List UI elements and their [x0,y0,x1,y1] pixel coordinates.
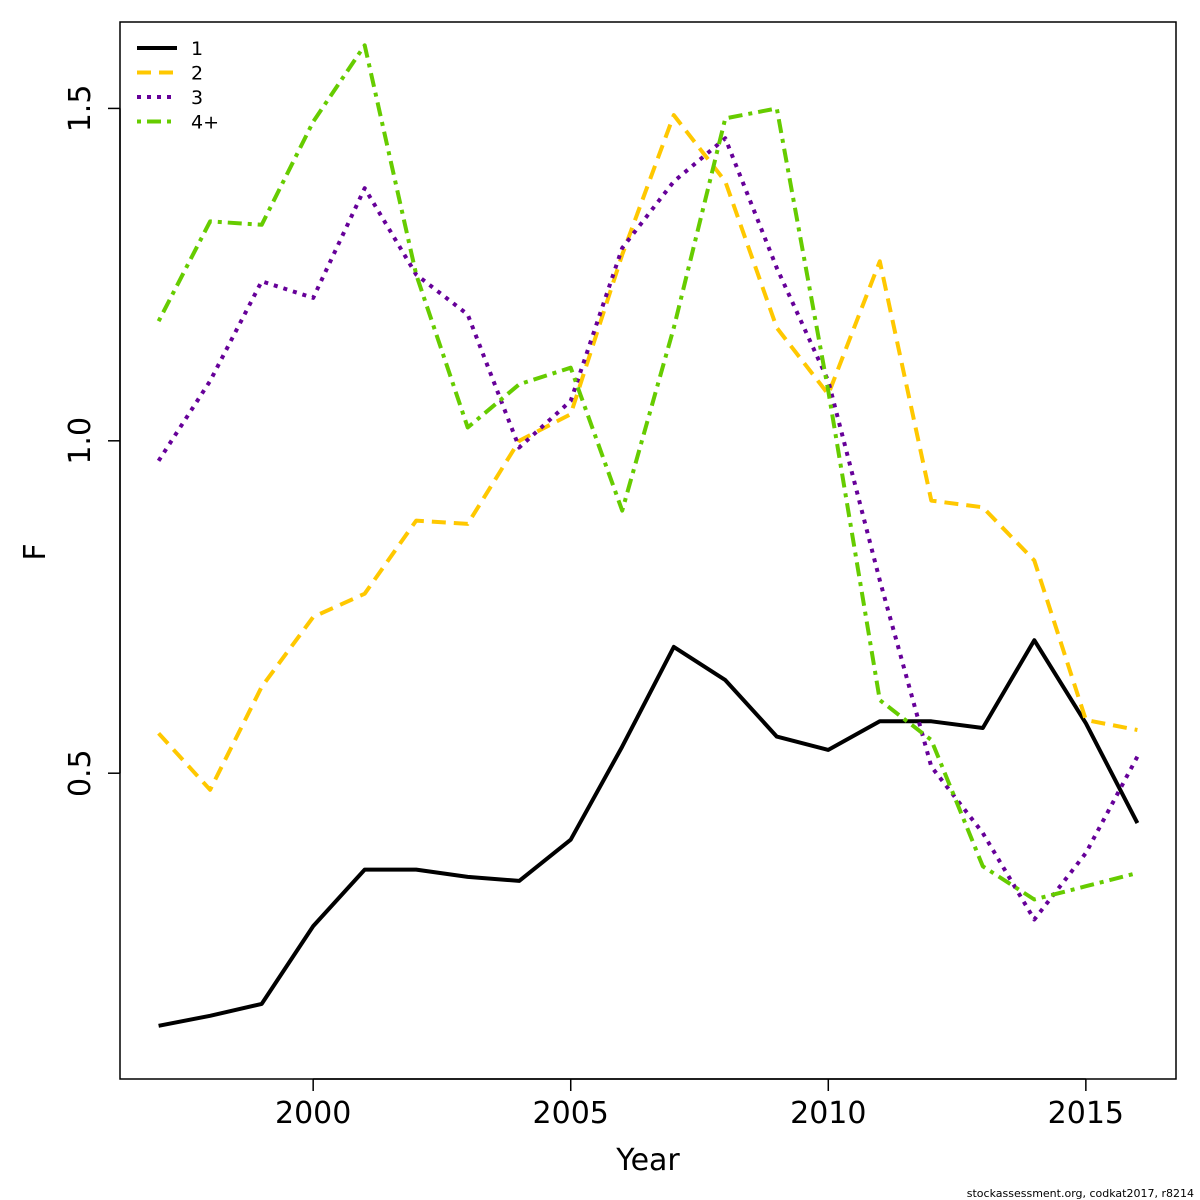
plot-frame [119,21,1177,1080]
legend-label-1: 1 [191,38,203,60]
series-line-4 [156,43,1138,902]
y-axis: 0.5 1.0 1.5 [63,85,121,797]
series-line-2 [157,113,1138,792]
y-tick-label: 0.5 [63,749,98,797]
series-line-3 [156,136,1140,922]
x-axis-title: Year [615,1143,680,1178]
legend-label-3: 3 [191,87,203,109]
x-tick-label: 2005 [533,1096,609,1131]
legend-label-4: 4+ [191,112,219,134]
x-tick-label: 2010 [790,1096,866,1131]
y-axis-title: F [18,543,53,560]
series-line-1 [158,638,1140,1028]
y-tick-label: 1.0 [63,417,98,465]
y-tick-label: 1.5 [63,85,98,133]
series-lines [156,43,1140,1028]
legend-label-2: 2 [191,63,203,85]
legend: 1 23 4+ [137,38,219,134]
x-axis: 2000 2005 2010 2015 [275,1078,1124,1131]
footnote: stockassessment.org, codkat2017, r8214 [967,1187,1194,1200]
x-tick-label: 2000 [275,1096,351,1131]
x-tick-label: 2015 [1048,1096,1124,1131]
